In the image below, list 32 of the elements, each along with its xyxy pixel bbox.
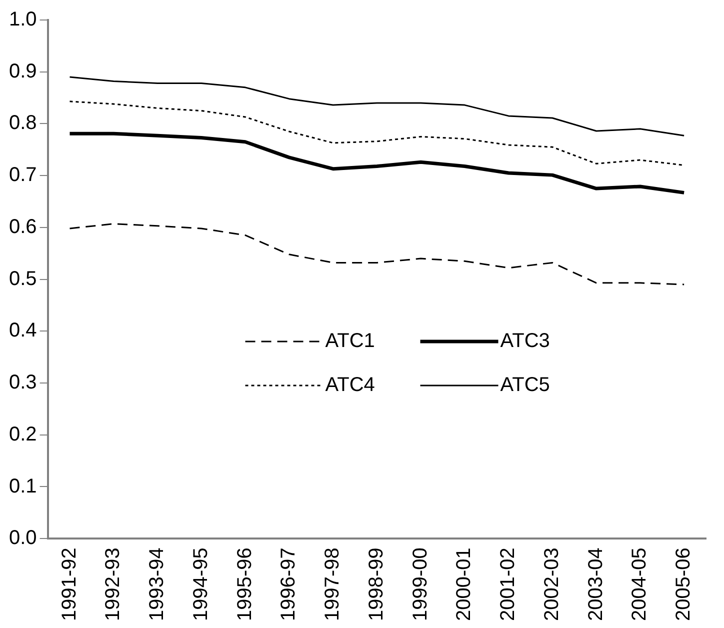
- y-tick-label: 0.5: [8, 268, 37, 290]
- y-tick-label: 1.0: [8, 8, 37, 31]
- legend-label: ATC1: [325, 330, 375, 352]
- x-tick-label: 1994-95: [190, 548, 212, 622]
- x-tick-label: 2001-02: [497, 548, 520, 622]
- x-tick-label: 2003-04: [584, 548, 607, 622]
- y-tick-label: 0.0: [8, 527, 37, 550]
- x-tick-label: 1995-96: [234, 548, 256, 622]
- line-series: [68, 100, 685, 166]
- y-tick-label: 0.2: [8, 423, 37, 446]
- legend-label: ATC5: [500, 374, 550, 396]
- line-series: [68, 223, 685, 286]
- y-tick-label: 0.1: [8, 475, 37, 498]
- x-tick-label: 1998-99: [365, 548, 388, 622]
- y-tick-label: 0.4: [8, 320, 37, 342]
- x-tick-label: 2005-06: [672, 548, 695, 622]
- y-tick-label: 0.6: [8, 216, 37, 238]
- x-tick-label: 1997-98: [322, 548, 344, 622]
- legend-label: ATC4: [325, 374, 375, 396]
- legend-label: ATC3: [500, 330, 550, 352]
- x-tick-label: 1993-94: [146, 548, 168, 622]
- y-tick-label: 0.7: [8, 164, 37, 186]
- x-tick-label: 2002-03: [540, 548, 563, 622]
- x-tick-label: 1991-92: [58, 548, 80, 622]
- x-tick-label: 2004-05: [628, 548, 651, 622]
- y-tick-label: 0.8: [8, 112, 37, 134]
- y-tick-label: 0.9: [8, 60, 37, 82]
- x-tick-label: 2000-01: [453, 548, 476, 622]
- y-tick-label: 0.3: [8, 372, 37, 394]
- x-tick-label: 1999-00: [409, 548, 432, 622]
- x-tick-label: 1996-97: [278, 548, 300, 622]
- x-tick-label: 1992-93: [102, 548, 124, 622]
